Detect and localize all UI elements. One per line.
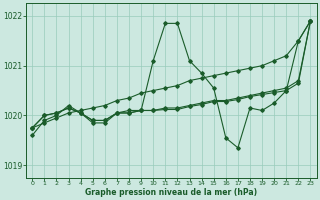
X-axis label: Graphe pression niveau de la mer (hPa): Graphe pression niveau de la mer (hPa) bbox=[85, 188, 257, 197]
